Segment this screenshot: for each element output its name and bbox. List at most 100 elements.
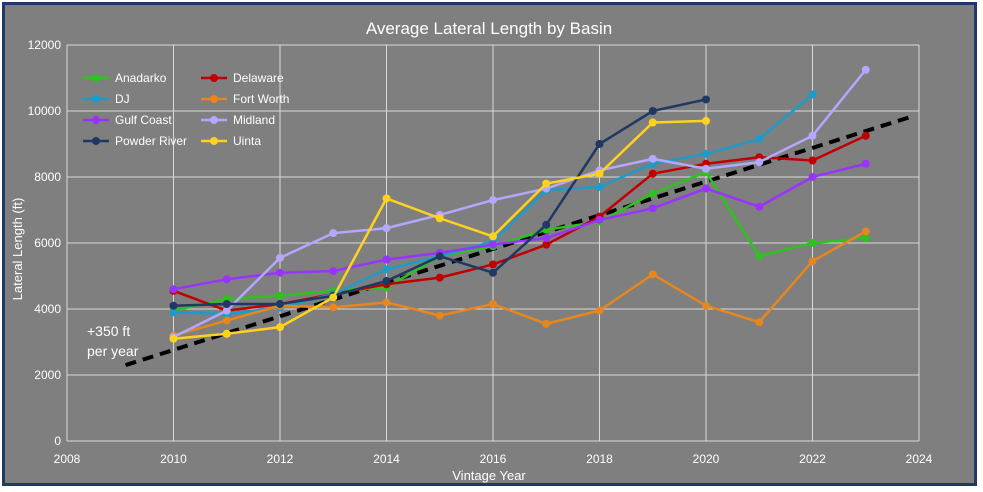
legend-swatch-marker: [210, 116, 218, 124]
series-line-gulf-coast: [173, 162, 867, 291]
series-line-uinta: [173, 119, 707, 340]
data-point-midland: [222, 306, 231, 315]
legend-item-uinta: Uinta: [201, 134, 261, 148]
data-point-fort-worth: [222, 316, 231, 325]
series-line-midland: [172, 68, 867, 339]
data-point-dj: [169, 308, 178, 317]
series-gulf-coast: [169, 159, 870, 294]
chart-frame: 0 2000 4000 6000 8000 10000 12000 2008 2010 2012 2…: [2, 2, 977, 486]
data-point-gulf-coast: [169, 285, 178, 294]
data-point-powder-river: [222, 300, 231, 309]
legend-label: Fort Worth: [233, 92, 289, 106]
y-tick-label: 0: [54, 434, 61, 448]
data-point-uinta: [648, 118, 657, 127]
series-line-fort-worth: [173, 230, 867, 337]
legend-item-delaware: Delaware: [201, 71, 284, 85]
data-point-dj: [702, 149, 710, 158]
data-point-fort-worth: [489, 300, 497, 309]
data-point-anadarko: [755, 252, 764, 261]
x-tick-label: 2010: [160, 452, 187, 466]
data-point-gulf-coast: [861, 159, 870, 168]
legend-swatch-marker: [92, 137, 100, 145]
x-axis-label: Vintage Year: [452, 468, 526, 483]
y-tick-label: 6000: [34, 236, 61, 250]
data-point-delaware: [489, 260, 497, 269]
data-point-anadarko: [276, 291, 284, 300]
legend-item-powder-river: Powder River: [83, 134, 187, 148]
trend-annotation-line-1: +350 ft: [87, 323, 130, 339]
data-point-fort-worth: [382, 298, 391, 307]
data-point-gulf-coast: [382, 255, 391, 264]
data-point-uinta: [329, 293, 338, 302]
data-point-delaware: [435, 273, 444, 282]
data-point-powder-river: [276, 300, 284, 309]
series-group: [169, 65, 870, 343]
data-point-midland: [648, 154, 657, 163]
data-point-powder-river: [382, 276, 391, 285]
data-point-gulf-coast: [276, 268, 284, 277]
y-tick-label: 12000: [28, 38, 62, 52]
chart-title: Average Lateral Length by Basin: [366, 19, 612, 38]
trend-annotation: +350 ft per year: [87, 323, 139, 359]
data-point-delaware: [542, 240, 551, 249]
y-tick-label: 8000: [34, 170, 61, 184]
data-point-midland: [861, 65, 870, 74]
legend-label: DJ: [115, 92, 130, 106]
grid-lines: [66, 44, 920, 442]
legend-item-midland: Midland: [201, 113, 275, 127]
data-point-gulf-coast: [702, 184, 710, 193]
data-point-uinta: [542, 179, 551, 188]
legend-item-dj: DJ: [83, 92, 130, 106]
data-point-gulf-coast: [755, 202, 764, 211]
data-point-gulf-coast: [808, 173, 817, 181]
data-point-delaware: [861, 131, 870, 140]
data-point-midland: [276, 253, 284, 262]
tick-labels: 0 2000 4000 6000 8000 10000 12000 2008 2010 2012 2…: [28, 38, 933, 466]
data-point-delaware: [808, 156, 817, 165]
x-tick-label: 2018: [586, 452, 613, 466]
data-point-powder-river: [595, 140, 604, 148]
x-tick-label: 2008: [54, 452, 81, 466]
legend-swatch-marker: [210, 74, 218, 82]
data-point-gulf-coast: [648, 204, 657, 213]
data-point-uinta: [169, 334, 178, 343]
data-point-uinta: [435, 214, 444, 223]
x-tick-label: 2016: [480, 452, 507, 466]
legend-swatch-marker: [92, 116, 100, 124]
x-tick-label: 2014: [373, 452, 400, 466]
series-uinta: [169, 116, 710, 343]
data-point-gulf-coast: [595, 215, 604, 224]
data-point-gulf-coast: [329, 267, 338, 276]
data-point-midland: [329, 229, 338, 238]
legend-swatch-marker: [210, 137, 218, 145]
data-point-uinta: [382, 194, 391, 203]
data-point-powder-river: [489, 268, 497, 277]
y-tick-label: 2000: [34, 368, 61, 382]
series-powder-river: [169, 95, 710, 310]
data-point-anadarko: [861, 234, 870, 243]
data-point-powder-river: [648, 107, 657, 115]
legend-label: Delaware: [233, 71, 284, 85]
data-point-powder-river: [169, 301, 178, 310]
data-point-delaware: [648, 169, 657, 178]
x-tick-label: 2012: [267, 452, 294, 466]
data-point-fort-worth: [329, 303, 338, 312]
data-point-uinta: [222, 329, 231, 338]
data-point-fort-worth: [755, 318, 764, 327]
data-point-powder-river: [542, 220, 551, 229]
data-point-fort-worth: [808, 257, 817, 266]
data-point-dj: [595, 182, 604, 191]
legend-label: Midland: [233, 113, 275, 127]
legend-swatch-marker: [92, 74, 100, 82]
data-point-midland: [489, 196, 497, 205]
legend-item-gulf-coast: Gulf Coast: [83, 113, 172, 127]
data-point-powder-river: [435, 252, 444, 261]
data-point-dj: [755, 135, 764, 144]
data-point-gulf-coast: [542, 234, 551, 243]
data-point-gulf-coast: [489, 240, 497, 249]
data-point-fort-worth: [435, 311, 444, 320]
data-point-midland: [382, 224, 391, 233]
data-point-fort-worth: [861, 227, 870, 236]
data-point-fort-worth: [648, 270, 657, 279]
data-point-uinta: [595, 169, 604, 178]
